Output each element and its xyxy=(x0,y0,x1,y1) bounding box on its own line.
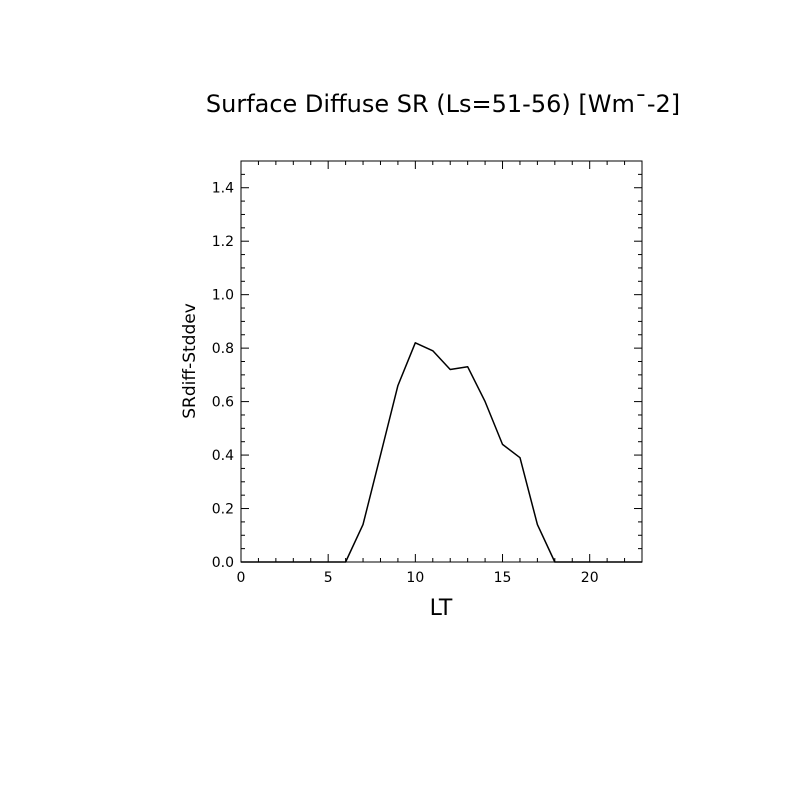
y-tick-label: 0.8 xyxy=(212,341,234,357)
plot-frame xyxy=(240,160,643,563)
y-tick-label: 0.4 xyxy=(212,448,234,464)
x-tick-label: 5 xyxy=(324,570,333,586)
y-tick-label: 0.0 xyxy=(212,555,234,571)
y-tick-label: 1.4 xyxy=(212,181,234,197)
x-tick-label: 0 xyxy=(237,570,246,586)
y-axis: 0.0 0.2 0.4 0.6 0.8 1.0 1.2 1.4 xyxy=(212,160,642,571)
x-tick-label: 15 xyxy=(494,570,512,586)
y-tick-label: 0.2 xyxy=(212,502,234,518)
y-tick-label: 0.6 xyxy=(212,395,234,411)
series-line xyxy=(241,342,642,563)
x-tick-label: 10 xyxy=(406,570,424,586)
y-tick-label: 1.0 xyxy=(212,288,234,304)
y-tick-label: 1.2 xyxy=(212,234,234,250)
chart-title: Surface Diffuse SR (Ls=51-56) [Wm¯-2] xyxy=(206,90,680,118)
x-axis: 0 5 10 15 20 xyxy=(237,161,643,586)
x-tick-label: 20 xyxy=(581,570,599,586)
y-axis-label: SRdiff-Stddev xyxy=(180,303,200,419)
x-axis-label: LT xyxy=(430,596,453,621)
